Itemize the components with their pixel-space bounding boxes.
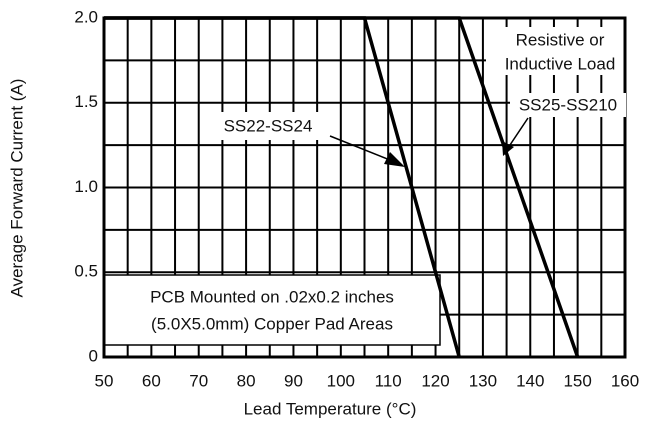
series-label: SS25-SS210	[519, 95, 617, 114]
x-tick-label: 110	[375, 371, 402, 390]
pcb-note: (5.0X5.0mm) Copper Pad Areas	[151, 314, 393, 333]
x-tick-label: 80	[237, 371, 256, 390]
arrow	[329, 135, 396, 163]
pcb-note: PCB Mounted on .02x0.2 inches	[150, 287, 394, 306]
x-tick-label: 150	[563, 371, 591, 390]
label-box	[510, 93, 626, 117]
load-note: Resistive or	[516, 30, 605, 49]
load-note: Inductive Load	[505, 54, 616, 73]
y-tick-label: 0.5	[74, 262, 98, 281]
load-note-box	[486, 27, 632, 75]
x-axis-label: Lead Temperature (°C)	[244, 399, 417, 418]
y-tick-label: 2.0	[74, 7, 98, 26]
x-tick-label: 160	[611, 371, 639, 390]
arrow	[507, 117, 529, 149]
x-tick-label: 120	[421, 371, 449, 390]
y-tick-label: 1.0	[74, 177, 98, 196]
y-tick-label: 0	[89, 346, 98, 365]
x-tick-label: 140	[516, 371, 544, 390]
pcb-note-box	[103, 274, 441, 346]
x-tick-label: 90	[284, 371, 303, 390]
x-tick-label: 60	[142, 371, 161, 390]
x-tick-label: 100	[327, 371, 355, 390]
y-axis-label: Average Forward Current (A)	[7, 79, 26, 298]
arrow-head	[502, 141, 514, 156]
label-box	[205, 112, 330, 140]
series-label: SS22-SS24	[224, 116, 313, 135]
x-tick-label: 50	[95, 371, 114, 390]
x-tick-label: 130	[469, 371, 497, 390]
y-tick-label: 1.5	[74, 92, 98, 111]
x-tick-label: 70	[189, 371, 208, 390]
plot-frame	[102, 16, 627, 359]
arrow-head	[384, 152, 405, 167]
